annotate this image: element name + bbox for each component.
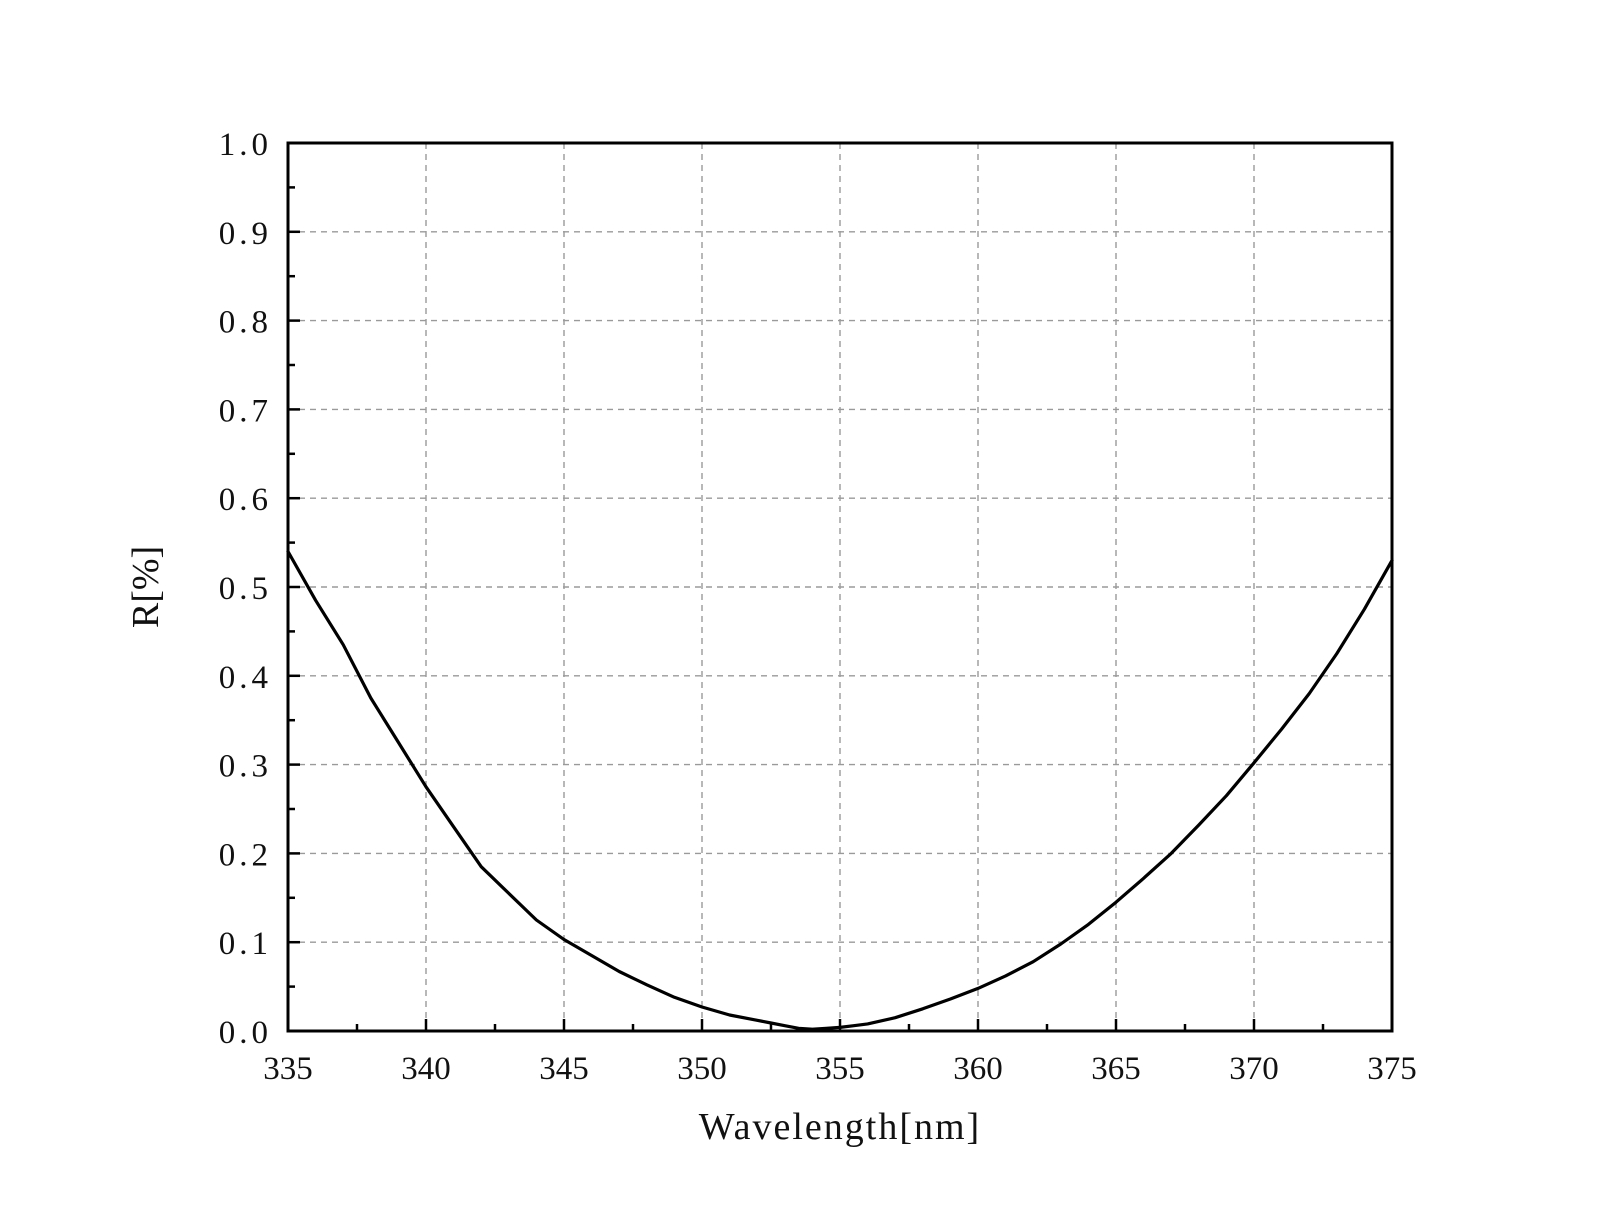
- y-tick-label: 0.5: [219, 571, 272, 607]
- y-tick-labels: 0.0 0.1 0.2 0.3 0.4 0.5 0.6 0.7 0.8 0.9 1.0: [219, 127, 272, 1051]
- y-tick-label: 0.3: [219, 749, 272, 785]
- x-tick-label: 350: [677, 1051, 727, 1087]
- x-tick-label: 365: [1091, 1051, 1141, 1087]
- y-tick-label: 0.9: [219, 216, 272, 252]
- x-tick-label: 360: [953, 1051, 1003, 1087]
- y-tick-label: 0.0: [219, 1015, 272, 1051]
- x-axis-title: Wavelength[nm]: [699, 1106, 981, 1148]
- y-tick-label: 0.7: [219, 393, 272, 429]
- x-tick-label: 345: [539, 1051, 589, 1087]
- y-tick-label: 0.8: [219, 305, 272, 341]
- series-line-0: [286, 549, 1394, 1031]
- y-tick-label: 0.6: [219, 482, 272, 518]
- x-tick-label: 370: [1229, 1051, 1279, 1087]
- y-tick-label: 1.0: [219, 127, 272, 163]
- y-tick-label: 0.1: [219, 926, 272, 962]
- x-tick-label: 335: [263, 1051, 313, 1087]
- y-tick-label: 0.4: [219, 660, 272, 696]
- x-tick-label: 355: [815, 1051, 865, 1087]
- grid-lines: [288, 143, 1392, 1031]
- y-tick-label: 0.2: [219, 837, 272, 873]
- x-tick-labels: 335 340 345 350 355 360 365 370 375: [263, 1051, 1417, 1087]
- x-tick-label: 375: [1367, 1051, 1417, 1087]
- series-layer: [286, 549, 1394, 1031]
- y-axis-title: R[%]: [125, 546, 167, 628]
- plot-frame: [286, 141, 1394, 1033]
- x-tick-label: 340: [401, 1051, 451, 1087]
